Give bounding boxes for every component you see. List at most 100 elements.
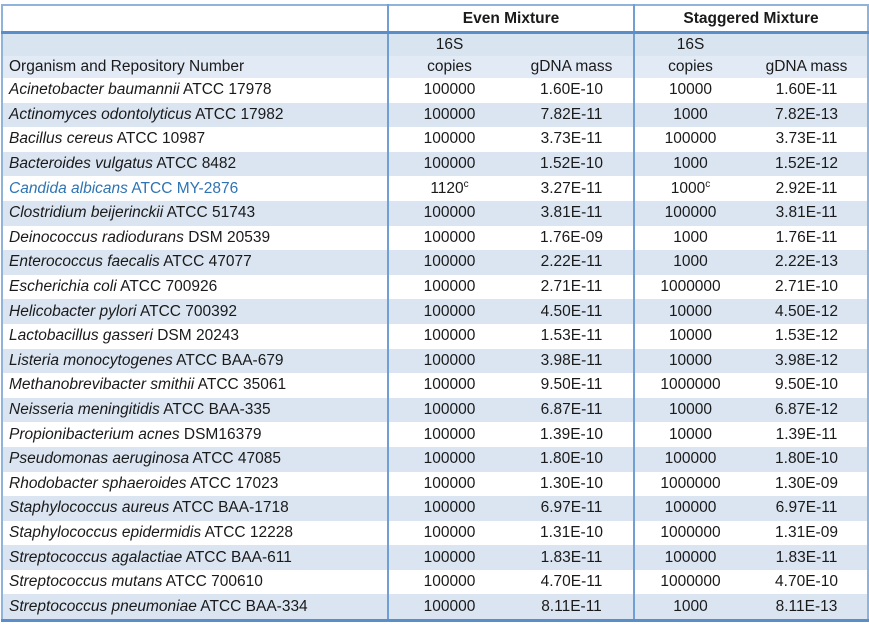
organism-cell: Bacillus cereus ATCC 10987: [2, 127, 388, 152]
organism-cell: Actinomyces odontolyticus ATCC 17982: [2, 102, 388, 128]
even-16s-copies-cell: 100000: [387, 78, 510, 103]
even-16s-copies-cell: 100000: [387, 102, 510, 128]
staggered-16s-copies-cell: 1000000: [633, 471, 746, 497]
staggered-gdna-mass-cell: 3.73E-11: [746, 127, 868, 152]
even-gdna-mass-cell: 1.60E-10: [510, 78, 634, 103]
even-16s-copies-cell: 100000: [387, 274, 510, 300]
organism-cell: Deinococcus radiodurans DSM 20539: [2, 225, 388, 251]
staggered-gdna-mass-cell: 1.60E-11: [746, 78, 868, 103]
table-row: Acinetobacter baumannii ATCC 17978 100000…: [2, 78, 868, 103]
staggered-gdna-mass-cell: 2.22E-13: [746, 250, 868, 275]
species-name: Pseudomonas aeruginosa: [9, 450, 190, 468]
staggered-16s-copies-cell: 1000000: [633, 569, 746, 595]
even-gdna-mass-cell: 6.87E-11: [510, 397, 634, 423]
even-gdna-mass-cell: 3.73E-11: [510, 127, 634, 152]
even-gdna-mass-cell: 1.76E-09: [510, 225, 634, 251]
species-name: Streptococcus mutans: [9, 573, 163, 591]
even-16s-copies-cell: 100000: [387, 471, 510, 497]
staggered-16s-label: 16S: [633, 32, 746, 56]
staggered-16s-copies-cell: 10000: [633, 348, 746, 374]
organism-column-header: Organism and Repository Number: [2, 56, 388, 78]
staggered-16s-copies-cell: 10000: [633, 78, 746, 103]
staggered-gdna-mass-cell: 1.80E-10: [746, 446, 868, 472]
staggered-gdna-mass-cell: 7.82E-13: [746, 102, 868, 128]
staggered-gdna-mass-cell: 2.71E-10: [746, 274, 868, 300]
table-row: Helicobacter pylori ATCC 700392 100000 4.5…: [2, 299, 868, 324]
staggered-gdna-header: gDNA mass: [746, 56, 868, 78]
even-gdna-blank: [510, 32, 634, 56]
even-16s-copies-cell: 100000: [387, 225, 510, 251]
species-name: Methanobrevibacter smithii: [9, 376, 195, 394]
species-name: Propionibacterium acnes: [9, 425, 180, 443]
organism-cell: Enterococcus faecalis ATCC 47077: [2, 250, 388, 275]
organism-cell: Candida albicans ATCC MY-2876: [2, 176, 388, 201]
table-row: Pseudomonas aeruginosa ATCC 47085 100000 1…: [2, 446, 868, 472]
species-name: Streptococcus agalactiae: [9, 548, 183, 566]
table-row: Methanobrevibacter smithii ATCC 35061 100…: [2, 373, 868, 398]
table-header: Even Mixture Staggered Mixture 16S 16S O…: [2, 5, 868, 78]
organism-cell: Helicobacter pylori ATCC 700392: [2, 299, 388, 324]
table-row: Actinomyces odontolyticus ATCC 17982 1000…: [2, 102, 868, 128]
staggered-gdna-mass-cell: 1.31E-09: [746, 520, 868, 546]
staggered-16s-copies-cell: 10000: [633, 397, 746, 423]
table-row: Listeria monocytogenes ATCC BAA-679 10000…: [2, 348, 868, 374]
table-row: Candida albicans ATCC MY-2876 1120c 3.27E-…: [2, 176, 868, 201]
even-gdna-mass-cell: 1.30E-10: [510, 471, 634, 497]
organism-cell: Clostridium beijerinckii ATCC 51743: [2, 200, 388, 226]
footnote-marker: c: [463, 178, 469, 190]
subheader-blank: [2, 32, 388, 56]
organism-cell: Listeria monocytogenes ATCC BAA-679: [2, 348, 388, 374]
staggered-gdna-mass-cell: 4.70E-10: [746, 569, 868, 595]
species-name: Streptococcus pneumoniae: [9, 597, 197, 615]
staggered-gdna-mass-cell: 9.50E-10: [746, 373, 868, 398]
species-name: Escherichia coli: [9, 278, 117, 296]
table-row: Lactobacillus gasseri DSM 20243 100000 1.5…: [2, 323, 868, 349]
table-row: Bacillus cereus ATCC 10987 100000 3.73E-11…: [2, 127, 868, 152]
even-gdna-mass-cell: 1.31E-10: [510, 520, 634, 546]
even-gdna-mass-cell: 3.81E-11: [510, 200, 634, 226]
staggered-gdna-mass-cell: 1.53E-12: [746, 323, 868, 349]
organism-cell: Acinetobacter baumannii ATCC 17978: [2, 78, 388, 103]
organism-cell: Lactobacillus gasseri DSM 20243: [2, 323, 388, 349]
even-gdna-mass-cell: 3.27E-11: [510, 176, 634, 201]
staggered-gdna-mass-cell: 4.50E-12: [746, 299, 868, 324]
staggered-16s-copies-cell: 1000: [633, 225, 746, 251]
staggered-16s-copies-cell: 1000: [633, 250, 746, 275]
subheader-row-2: Organism and Repository Number copies gD…: [2, 56, 868, 78]
organism-cell: Bacteroides vulgatus ATCC 8482: [2, 151, 388, 177]
table-row: Staphylococcus epidermidis ATCC 12228 100…: [2, 520, 868, 546]
staggered-gdna-mass-cell: 1.52E-12: [746, 151, 868, 177]
table-row: Enterococcus faecalis ATCC 47077 100000 2.…: [2, 250, 868, 275]
even-16s-copies-cell: 100000: [387, 520, 510, 546]
species-name: Actinomyces odontolyticus: [9, 105, 192, 123]
even-gdna-mass-cell: 6.97E-11: [510, 496, 634, 521]
staggered-copies-header: copies: [633, 56, 746, 78]
table-row: Bacteroides vulgatus ATCC 8482 100000 1.52…: [2, 151, 868, 177]
even-gdna-header: gDNA mass: [510, 56, 634, 78]
staggered-gdna-mass-cell: 3.98E-12: [746, 348, 868, 374]
even-16s-copies-cell: 100000: [387, 569, 510, 595]
organism-cell: Staphylococcus epidermidis ATCC 12228: [2, 520, 388, 546]
species-name: Lactobacillus gasseri: [9, 327, 153, 345]
even-16s-copies-cell: 100000: [387, 250, 510, 275]
staggered-gdna-mass-cell: 1.30E-09: [746, 471, 868, 497]
even-gdna-mass-cell: 1.53E-11: [510, 323, 634, 349]
staggered-gdna-mass-cell: 8.11E-13: [746, 594, 868, 621]
group-header-blank: [2, 5, 388, 34]
species-name: Staphylococcus epidermidis: [9, 523, 202, 541]
species-name: Bacillus cereus: [9, 130, 114, 148]
table-row: Staphylococcus aureus ATCC BAA-1718 10000…: [2, 496, 868, 521]
even-16s-copies-cell: 100000: [387, 496, 510, 521]
staggered-16s-copies-cell: 1000000: [633, 373, 746, 398]
staggered-16s-copies-cell: 100000: [633, 496, 746, 521]
organism-cell: Streptococcus agalactiae ATCC BAA-611: [2, 545, 388, 570]
species-name: Acinetobacter baumannii: [9, 81, 180, 99]
table-row: Streptococcus pneumoniae ATCC BAA-334 100…: [2, 594, 868, 621]
staggered-gdna-mass-cell: 3.81E-11: [746, 200, 868, 226]
even-gdna-mass-cell: 7.82E-11: [510, 102, 634, 128]
group-header-even-mixture: Even Mixture: [387, 5, 634, 34]
staggered-16s-copies-cell: 100000: [633, 446, 746, 472]
organism-cell: Pseudomonas aeruginosa ATCC 47085: [2, 446, 388, 472]
even-copies-header: copies: [387, 56, 510, 78]
